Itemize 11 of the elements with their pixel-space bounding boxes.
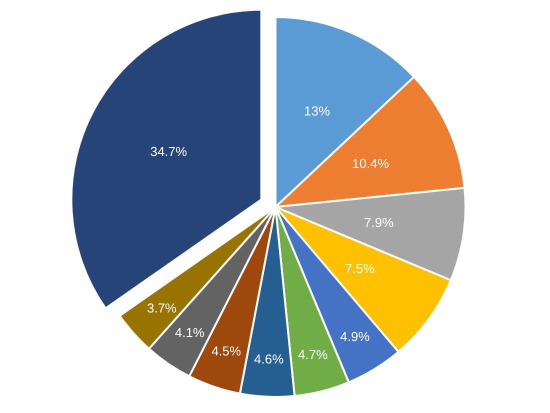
- data-label: 4.6%: [254, 351, 284, 366]
- data-label: 4.1%: [174, 324, 205, 340]
- data-label: 4.9%: [340, 329, 370, 344]
- data-label: 7.5%: [345, 261, 376, 276]
- data-label: 3.7%: [146, 300, 178, 316]
- data-label: 13%: [304, 104, 330, 119]
- data-label: 4.7%: [298, 346, 328, 362]
- data-label: 7.9%: [364, 214, 394, 230]
- data-label: 34.7%: [150, 144, 188, 159]
- data-label: 10.4%: [352, 156, 390, 172]
- data-label: 4.5%: [211, 343, 242, 358]
